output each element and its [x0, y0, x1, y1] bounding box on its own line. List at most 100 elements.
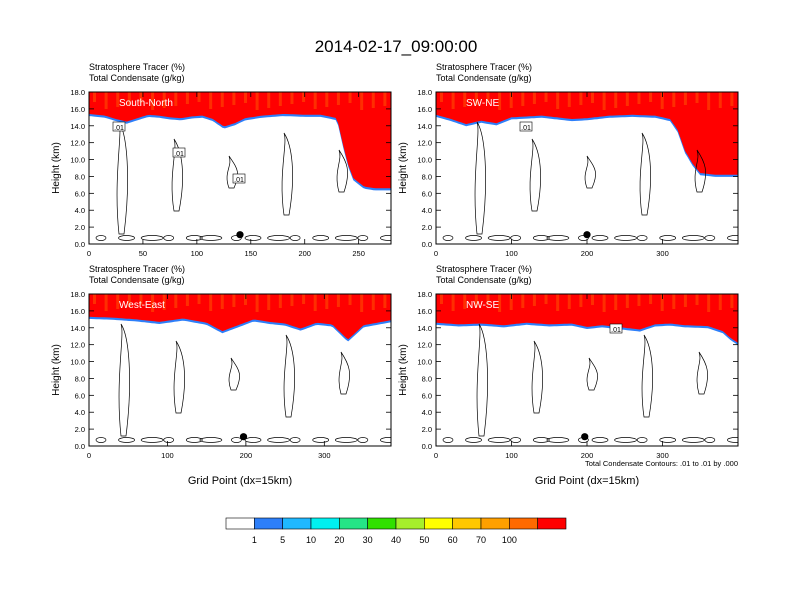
y-tick-label: 14.0 — [417, 324, 432, 333]
x-tick-label: 200 — [298, 249, 311, 258]
tracer-band-0 — [89, 92, 391, 189]
low-cloud-contour — [442, 235, 454, 241]
y-tick-label: 18.0 — [417, 88, 432, 97]
deep-cloud-contour — [696, 351, 708, 395]
tracer-streak — [360, 92, 364, 110]
tracer-streak — [637, 92, 641, 104]
tracer-streak — [151, 294, 155, 312]
x-tick-label: 100 — [161, 451, 174, 460]
contour-label: .01 — [114, 125, 124, 132]
tracer-streak — [116, 294, 120, 309]
low-cloud-contour — [591, 235, 609, 241]
contour-footnote: Total Condensate Contours: .01 to .01 by… — [585, 459, 738, 468]
location-marker — [239, 433, 248, 441]
y-tick-label: 14.0 — [70, 324, 85, 333]
colorbar-swatch — [225, 517, 255, 530]
x-tick-label: 50 — [139, 249, 147, 258]
contour-label-box — [112, 121, 126, 132]
y-tick-label: 14.0 — [70, 122, 85, 131]
plot-area: .01 — [436, 294, 738, 446]
tracer-streak — [244, 294, 247, 305]
x-tick-label: 200 — [240, 451, 253, 460]
chart-panel-sw-ne: .01 SW-NE Stratosphere Tracer (%)Total Con… — [398, 62, 739, 258]
tracer-streak — [336, 294, 340, 307]
tracer-streak — [730, 294, 734, 308]
colorbar-label: 5 — [280, 535, 285, 545]
x-tick-label: 100 — [505, 451, 518, 460]
low-cloud-contour — [614, 235, 637, 241]
low-cloud-contour — [267, 235, 290, 241]
figure-title: 2014-02-17_09:00:00 — [315, 37, 478, 56]
tracer-streak — [451, 294, 455, 311]
deep-cloud-contour — [641, 334, 653, 418]
panel-title-condensate: Total Condensate (g/kg) — [89, 73, 185, 83]
condensate-contours — [95, 121, 391, 241]
tracer-band-0 — [436, 92, 738, 175]
y-tick-label: 8.0 — [75, 374, 85, 383]
tracer-streak — [255, 92, 259, 110]
low-cloud-contour — [244, 235, 262, 241]
tracer-streak — [730, 92, 734, 106]
tracer-streak — [209, 92, 213, 109]
panel-label: NW-SE — [466, 300, 499, 311]
y-tick-label: 4.0 — [75, 408, 85, 417]
y-tick-label: 4.0 — [422, 206, 432, 215]
low-cloud-contour — [118, 235, 135, 241]
y-axis-label: Height (km) — [398, 344, 409, 396]
tracer-streak — [127, 294, 131, 307]
y-tick-label: 6.0 — [422, 391, 432, 400]
x-axis-label: Grid Point (dx=15km) — [535, 475, 639, 487]
low-cloud-contour — [465, 437, 482, 443]
tracer-streak — [325, 294, 329, 309]
low-cloud-contour — [614, 437, 637, 443]
tracer-streak — [267, 92, 271, 108]
y-tick-label: 6.0 — [75, 189, 85, 198]
colorbar-label: 50 — [419, 535, 429, 545]
y-tick-label: 10.0 — [70, 358, 85, 367]
tracer-streak — [474, 92, 478, 105]
location-marker — [583, 231, 591, 239]
tracer-streak — [614, 294, 618, 310]
tracer-streak — [544, 294, 548, 304]
tracer-streak — [220, 294, 224, 309]
colorbar-swatch — [537, 517, 567, 530]
low-cloud-contour — [681, 235, 705, 241]
tracer-streak — [313, 294, 317, 311]
tracer-streak — [672, 294, 676, 309]
deep-cloud-contour — [584, 155, 596, 189]
tracer-streak — [220, 92, 224, 107]
low-cloud-contour — [510, 437, 522, 443]
low-cloud-contour — [95, 235, 107, 241]
deep-cloud-contour — [529, 138, 541, 212]
low-cloud-contour — [532, 235, 550, 241]
plot-area: .01 — [436, 92, 738, 244]
condensate-contours — [442, 121, 738, 241]
deep-cloud-contour — [281, 132, 293, 216]
y-tick-label: 0.0 — [75, 240, 85, 249]
low-cloud-contour — [704, 437, 716, 443]
low-cloud-contour — [140, 235, 164, 241]
low-cloud-contour — [727, 437, 738, 443]
colorbar-label: 1 — [252, 535, 257, 545]
low-cloud-contour — [231, 437, 242, 443]
y-tick-label: 2.0 — [75, 223, 85, 232]
y-tick-label: 10.0 — [417, 156, 432, 165]
tracer-streak — [104, 92, 108, 109]
tracer-streak — [336, 92, 340, 105]
y-tick-label: 18.0 — [70, 88, 85, 97]
y-tick-label: 4.0 — [75, 206, 85, 215]
tracer-streak — [637, 294, 641, 306]
x-tick-label: 200 — [581, 249, 594, 258]
low-cloud-contour — [636, 235, 648, 241]
tracer-streak — [579, 294, 583, 307]
tracer-streak — [127, 92, 131, 105]
tracer-streak — [278, 294, 282, 308]
low-cloud-contour — [591, 437, 609, 443]
plot-area: .01 .01 .01 — [89, 92, 391, 244]
chart-panel-south-north: .01 .01 .01 South-North Stratosphere Tracer … — [51, 62, 392, 258]
tracer-streak — [197, 294, 201, 304]
panel-title-condensate: Total Condensate (g/kg) — [89, 275, 185, 285]
y-tick-label: 2.0 — [422, 223, 432, 232]
tracer-streak — [556, 92, 560, 109]
